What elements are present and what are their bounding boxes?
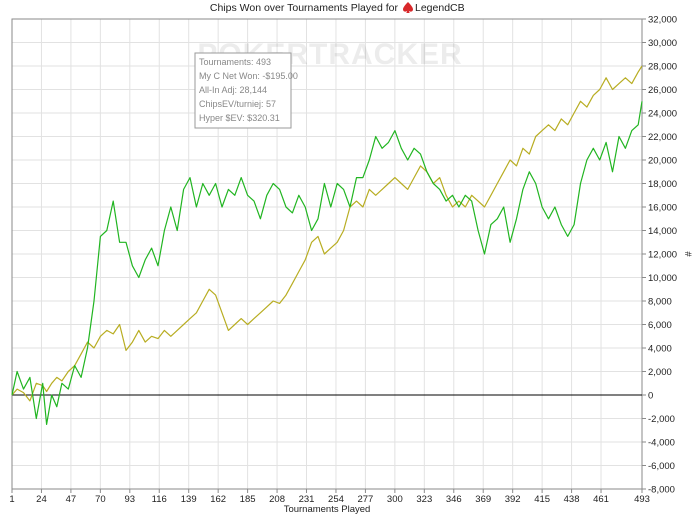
y-tick-label: 18,000 bbox=[648, 179, 677, 190]
y-tick-label: 32,000 bbox=[648, 15, 677, 26]
y-tick-label: 12,000 bbox=[648, 250, 677, 261]
y-tick-label: 8,000 bbox=[648, 297, 672, 308]
y-tick-label: 20,000 bbox=[648, 156, 677, 167]
series-line-green bbox=[11, 101, 643, 425]
y-axis-label: # bbox=[682, 251, 693, 257]
y-axis-ticks: -8,000 -6,000 -4,000 -2,000 0 2,000 4,000 6,000… bbox=[642, 15, 677, 496]
x-tick-label: 300 bbox=[387, 494, 403, 505]
tooltip-box bbox=[194, 52, 292, 129]
tooltip-line: Hyper $EV: $320.31 bbox=[199, 113, 280, 123]
x-tick-label: 231 bbox=[299, 494, 315, 505]
x-tick-label: 415 bbox=[534, 494, 550, 505]
y-tick-label: 24,000 bbox=[648, 109, 677, 120]
y-tick-label: 16,000 bbox=[648, 203, 677, 214]
x-tick-label: 323 bbox=[416, 494, 432, 505]
x-tick-label: 185 bbox=[240, 494, 256, 505]
chart-title-prefix: Chips Won over Tournaments Played for bbox=[210, 2, 399, 14]
x-tick-label: 493 bbox=[634, 494, 650, 505]
y-tick-label: 22,000 bbox=[648, 132, 677, 143]
info-tooltip: Tournaments: 493 My C Net Won: -$195.00 … bbox=[194, 52, 298, 129]
y-tick-label: 4,000 bbox=[648, 344, 672, 355]
x-tick-label: 116 bbox=[152, 494, 167, 505]
x-axis-ticks: 1 24 47 70 93 116 139 162 185 208 231 254 277 300 323 3… bbox=[9, 489, 650, 505]
y-tick-label: 0 bbox=[648, 391, 653, 402]
y-tick-label: 30,000 bbox=[648, 38, 677, 49]
x-tick-label: 369 bbox=[475, 494, 491, 505]
tooltip-line: My C Net Won: -$195.00 bbox=[199, 71, 298, 81]
y-tick-label: 6,000 bbox=[648, 320, 672, 331]
tooltip-line: All-In Adj: 28,144 bbox=[199, 85, 267, 95]
x-tick-label: 47 bbox=[66, 494, 77, 505]
chart-title: Chips Won over Tournaments Played for Le… bbox=[210, 2, 465, 14]
x-tick-label: 1 bbox=[9, 494, 14, 505]
tooltip-line: ChipsEV/turniej: 57 bbox=[199, 99, 276, 109]
x-tick-label: 392 bbox=[505, 494, 521, 505]
x-tick-label: 346 bbox=[446, 494, 462, 505]
x-tick-label: 461 bbox=[593, 494, 609, 505]
y-tick-label: 28,000 bbox=[648, 62, 677, 73]
x-tick-label: 277 bbox=[357, 494, 373, 505]
x-tick-label: 254 bbox=[328, 494, 344, 505]
tooltip-line: Tournaments: 493 bbox=[199, 57, 271, 67]
y-tick-label: -8,000 bbox=[648, 485, 675, 496]
y-tick-label: 10,000 bbox=[648, 273, 677, 284]
x-tick-label: 70 bbox=[95, 494, 106, 505]
y-tick-label: -4,000 bbox=[648, 438, 675, 449]
chart-title-player: LegendCB bbox=[415, 2, 465, 14]
series-line-olive bbox=[11, 65, 643, 402]
x-tick-label: 438 bbox=[564, 494, 580, 505]
x-tick-label: 93 bbox=[125, 494, 136, 505]
y-tick-label: 26,000 bbox=[648, 85, 677, 96]
grid-lines bbox=[11, 18, 643, 490]
y-tick-label: -6,000 bbox=[648, 461, 675, 472]
series-layer bbox=[11, 65, 643, 425]
x-tick-label: 162 bbox=[210, 494, 226, 505]
x-axis-label: Tournaments Played bbox=[284, 504, 371, 515]
poker-logo-icon bbox=[403, 2, 413, 13]
y-tick-label: 14,000 bbox=[648, 226, 677, 237]
y-tick-label: 2,000 bbox=[648, 367, 672, 378]
x-tick-label: 24 bbox=[36, 494, 47, 505]
y-tick-label: -2,000 bbox=[648, 414, 675, 425]
x-tick-label: 139 bbox=[181, 494, 197, 505]
x-tick-label: 208 bbox=[269, 494, 285, 505]
